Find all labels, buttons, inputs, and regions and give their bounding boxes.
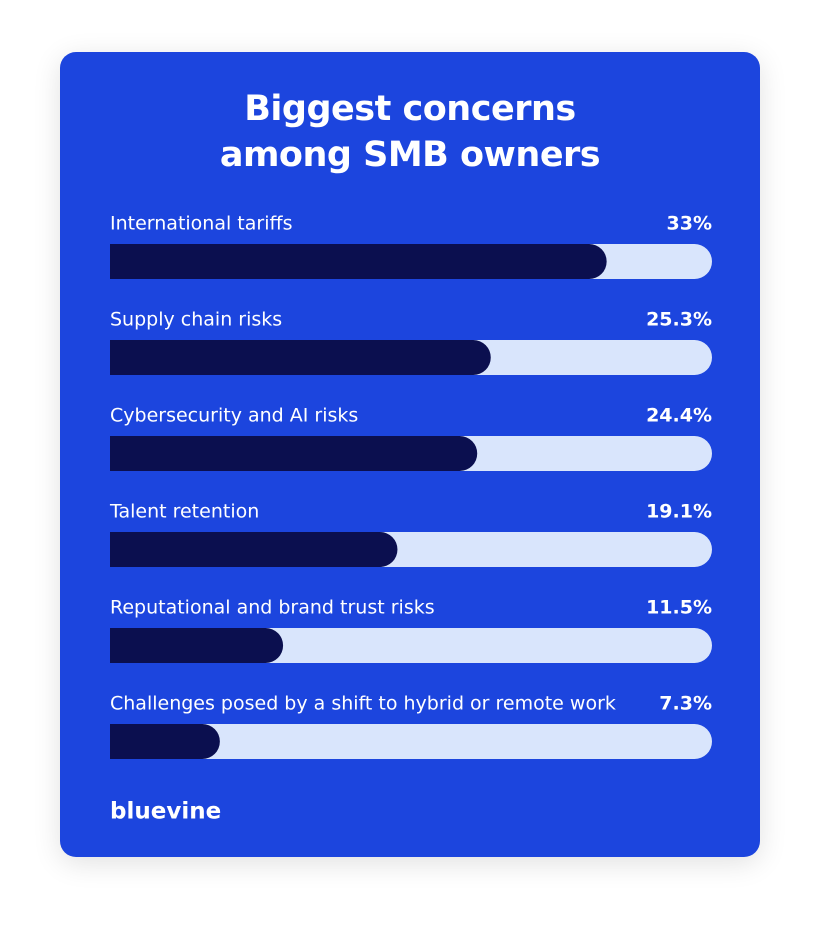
value-label: 11.5% [646,597,712,619]
value-label: 19.1% [646,501,712,523]
bar [110,724,220,759]
value-label: 24.4% [646,405,712,427]
category-label: Cybersecurity and AI risks [110,405,358,427]
category-label: Reputational and brand trust risks [110,597,435,619]
category-label: Talent retention [109,501,259,523]
value-label: 25.3% [646,309,712,331]
category-label: Supply chain risks [110,309,282,331]
value-label: 7.3% [659,693,712,715]
bar-track [110,724,712,759]
logo: bluevine [110,799,221,825]
bar [110,532,398,567]
chart-title: Biggest concerns among SMB owners [219,89,601,175]
bar [110,244,607,279]
bar [110,436,478,471]
bar [110,340,491,375]
bar [110,628,284,663]
value-label: 33% [667,213,712,235]
category-label: International tariffs [110,213,292,235]
category-label: Challenges posed by a shift to hybrid or… [110,693,616,715]
